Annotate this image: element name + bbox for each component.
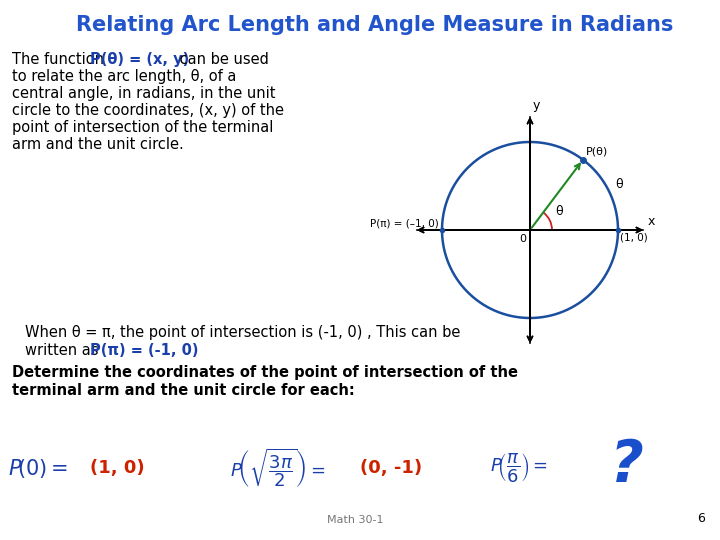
Text: Math 30-1: Math 30-1 [327,515,383,525]
Text: θ: θ [555,205,562,218]
Text: 6: 6 [697,512,705,525]
Text: ?: ? [610,437,644,495]
Text: circle to the coordinates, (x, y) of the: circle to the coordinates, (x, y) of the [12,103,284,118]
Text: When θ = π, the point of intersection is (-1, 0) , This can be: When θ = π, the point of intersection is… [25,325,460,340]
Text: P(π) = (-1, 0): P(π) = (-1, 0) [90,343,199,358]
Text: $P\!\left(0\right)=$: $P\!\left(0\right)=$ [8,456,68,480]
Text: (1, 0): (1, 0) [620,232,648,242]
Text: terminal arm and the unit circle for each:: terminal arm and the unit circle for eac… [12,383,355,398]
Text: P(θ): P(θ) [586,147,608,157]
Text: can be used: can be used [175,52,269,67]
Text: x: x [648,215,655,228]
Text: arm and the unit circle.: arm and the unit circle. [12,137,184,152]
Text: Relating Arc Length and Angle Measure in Radians: Relating Arc Length and Angle Measure in… [76,15,674,35]
Text: y: y [533,99,541,112]
Text: point of intersection of the terminal: point of intersection of the terminal [12,120,274,135]
Text: P(π) = (–1, 0): P(π) = (–1, 0) [370,219,439,229]
Text: (0, -1): (0, -1) [360,459,422,477]
Text: to relate the arc length, θ, of a: to relate the arc length, θ, of a [12,69,236,84]
Text: 0: 0 [519,234,526,244]
Text: written as: written as [25,343,108,358]
Text: (1, 0): (1, 0) [90,459,145,477]
Text: central angle, in radians, in the unit: central angle, in radians, in the unit [12,86,276,101]
Text: $P\!\left(\dfrac{\pi}{6}\right)=$: $P\!\left(\dfrac{\pi}{6}\right)=$ [490,451,548,484]
Text: θ: θ [615,178,622,192]
Text: $P\!\left(\sqrt{\dfrac{3\pi}{2}}\right)=$: $P\!\left(\sqrt{\dfrac{3\pi}{2}}\right)=… [230,447,325,489]
Text: P(θ) = (x, y): P(θ) = (x, y) [90,52,189,67]
Text: Determine the coordinates of the point of intersection of the: Determine the coordinates of the point o… [12,365,518,380]
Text: The function: The function [12,52,109,67]
